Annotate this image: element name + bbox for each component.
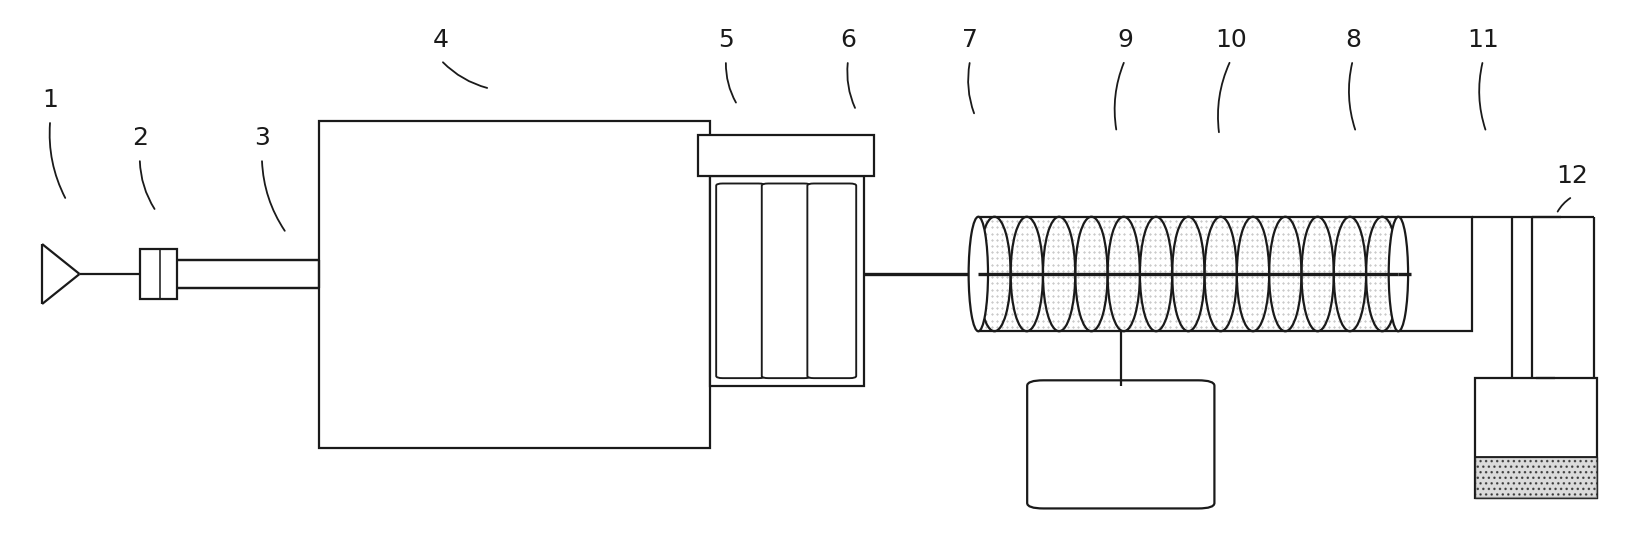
Text: 2: 2 (132, 125, 148, 150)
FancyBboxPatch shape (761, 184, 810, 378)
Text: 8: 8 (1345, 27, 1359, 52)
Bar (1397, 217, 1470, 331)
Text: 4: 4 (432, 27, 448, 52)
Ellipse shape (968, 217, 988, 331)
Text: 3: 3 (254, 125, 269, 150)
Text: 11: 11 (1467, 27, 1498, 52)
Text: 7: 7 (962, 27, 978, 52)
Ellipse shape (1387, 217, 1407, 331)
FancyBboxPatch shape (716, 184, 764, 378)
FancyBboxPatch shape (1027, 380, 1214, 509)
Text: 6: 6 (839, 27, 856, 52)
Text: 9: 9 (1117, 27, 1133, 52)
Bar (319, 121, 709, 448)
Bar (140, 249, 178, 299)
Text: 12: 12 (1555, 164, 1588, 188)
Text: 5: 5 (717, 27, 734, 52)
Bar (1474, 456, 1596, 498)
Bar (1474, 378, 1596, 498)
Text: 10: 10 (1214, 27, 1245, 52)
Bar (709, 176, 864, 386)
Text: 1: 1 (42, 88, 59, 112)
FancyBboxPatch shape (807, 184, 856, 378)
Bar (698, 135, 874, 176)
Bar (978, 217, 1397, 331)
